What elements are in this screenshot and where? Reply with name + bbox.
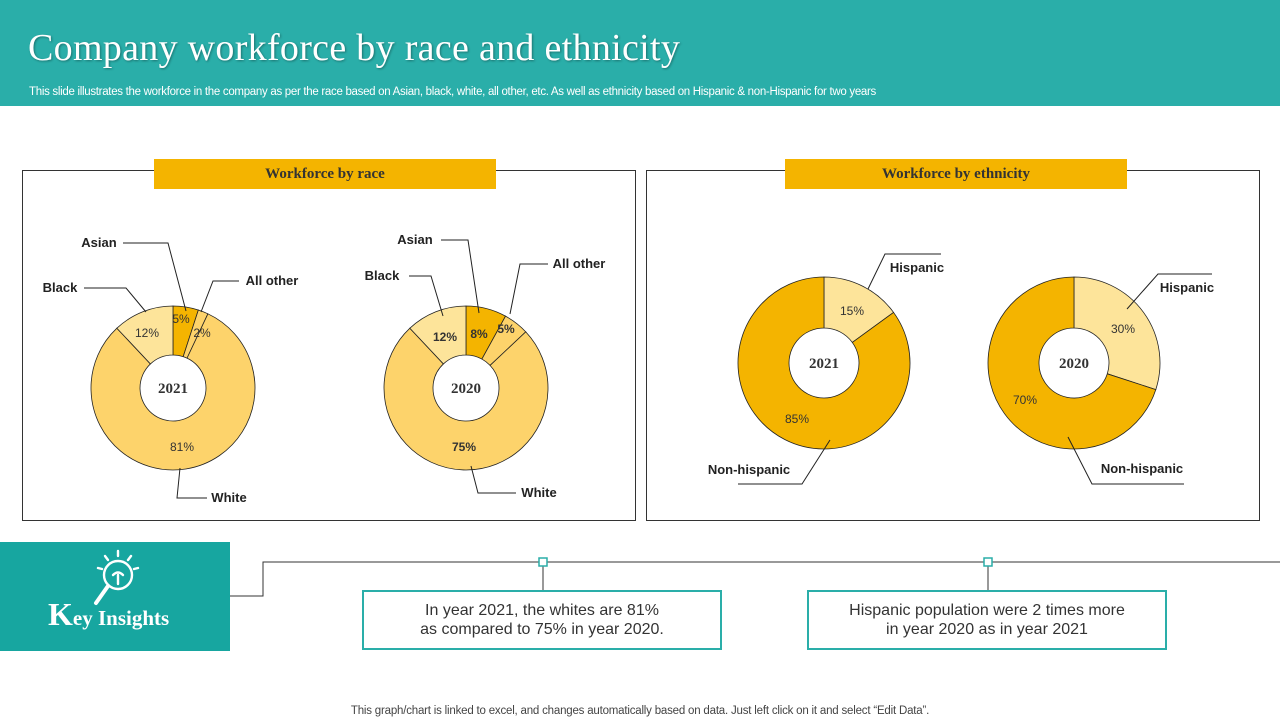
insight-card-1: In year 2021, the whites are 81% as comp… <box>362 590 722 650</box>
callout-line <box>1067 436 1184 485</box>
value-label: 8% <box>470 327 488 341</box>
category-label: All other <box>553 256 606 271</box>
page-title: Company workforce by race and ethnicity <box>28 27 681 69</box>
slice-black <box>116 305 174 365</box>
category-label: Asian <box>397 232 432 247</box>
insight-1-line-2: as compared to 75% in year 2020. <box>420 621 664 638</box>
value-label: 81% <box>170 440 194 454</box>
connector-node-2 <box>983 557 993 567</box>
callout-line <box>409 275 444 317</box>
category-label: Non-hispanic <box>1101 461 1183 476</box>
callout-line <box>470 465 516 494</box>
insight-2-line-2: in year 2020 as in year 2021 <box>886 621 1088 638</box>
callout-line <box>1126 273 1212 310</box>
page-subtitle: This slide illustrates the workforce in … <box>29 86 876 98</box>
category-label: All other <box>246 273 299 288</box>
lightbulb-magnifier-icon <box>94 549 140 605</box>
slice-white <box>90 313 256 471</box>
value-label: 2% <box>193 326 211 340</box>
insight-1-line-1: In year 2021, the whites are 81% <box>425 602 659 619</box>
callout-line <box>867 253 941 290</box>
key-insights-heading: Key Insights <box>48 596 169 633</box>
category-label: White <box>211 490 246 505</box>
callout-line <box>200 280 239 313</box>
key-insights-initial: K <box>48 596 73 632</box>
category-label: Non-hispanic <box>708 462 790 477</box>
callout-line <box>441 239 480 314</box>
slice-hispanic <box>1073 276 1161 391</box>
category-label: White <box>521 485 556 500</box>
category-label: Hispanic <box>890 260 944 275</box>
category-label: Black <box>365 268 400 283</box>
center-year-label: 2021 <box>809 356 839 372</box>
value-label: 12% <box>433 330 457 344</box>
center-year-label: 2020 <box>1059 356 1089 372</box>
insight-card-2: Hispanic population were 2 times more in… <box>807 590 1167 650</box>
callout-line <box>738 439 831 485</box>
value-label: 85% <box>785 412 809 426</box>
value-label: 70% <box>1013 393 1037 407</box>
key-insights-rest: ey Insights <box>72 606 170 630</box>
callout-line <box>84 287 147 313</box>
center-year-label: 2021 <box>158 381 188 397</box>
header-banner <box>0 0 1280 106</box>
value-label: 5% <box>497 322 515 336</box>
slice-white <box>383 327 549 471</box>
slice-black <box>409 305 467 365</box>
footer-note: This graph/chart is linked to excel, and… <box>350 705 930 717</box>
category-label: Hispanic <box>1160 280 1214 295</box>
center-year-label: 2020 <box>451 381 481 397</box>
slice-non-hispanic <box>987 276 1157 450</box>
connector-node-1 <box>538 557 548 567</box>
callout-line <box>509 263 548 315</box>
value-label: 5% <box>172 312 190 326</box>
value-label: 30% <box>1111 322 1135 336</box>
callout-line <box>176 467 207 499</box>
race-panel-title: Workforce by race <box>154 159 496 189</box>
category-label: Black <box>43 280 78 295</box>
value-label: 12% <box>135 326 159 340</box>
value-label: 75% <box>452 440 476 454</box>
category-label: Asian <box>81 235 116 250</box>
slice-non-hispanic <box>737 276 911 450</box>
insight-2-line-1: Hispanic population were 2 times more <box>849 602 1125 619</box>
value-label: 15% <box>840 304 864 318</box>
callout-line <box>123 242 187 312</box>
ethnicity-panel-title: Workforce by ethnicity <box>785 159 1127 189</box>
